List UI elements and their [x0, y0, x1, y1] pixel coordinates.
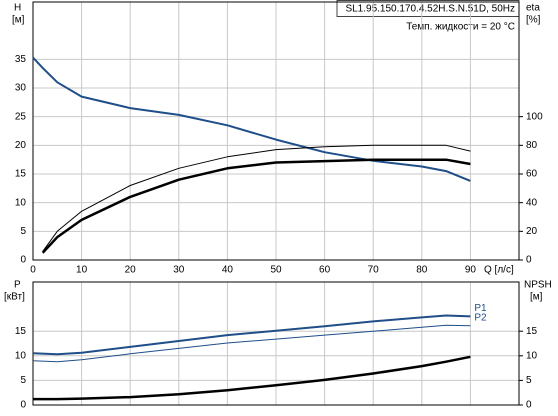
curve — [41, 158, 471, 254]
y-tick-label: 0 — [20, 255, 26, 266]
x-tick-label: 0 — [30, 265, 36, 276]
y-label: P — [14, 280, 21, 291]
y2-tick-label: 5 — [526, 375, 532, 386]
y-tick-label: 30 — [15, 83, 27, 94]
x-tick-label: 80 — [416, 265, 428, 276]
y2-tick-label: 10 — [526, 350, 538, 361]
y2-unit: [%] — [526, 15, 541, 26]
y2-tick-label: 20 — [526, 226, 538, 237]
plot-frame — [32, 281, 520, 406]
y2-tick-label: 60 — [526, 169, 538, 180]
curve — [32, 324, 471, 363]
y2-label: NPSH — [524, 280, 552, 291]
y-tick-label: 5 — [20, 375, 26, 386]
chart-title: SL1.95.150.170.4.52H.S.N.51D, 50Hz — [345, 4, 515, 15]
x-tick-label: 50 — [270, 265, 282, 276]
curve — [32, 56, 471, 182]
y2-tick-label: 15 — [526, 326, 538, 337]
y-label: H — [14, 3, 21, 14]
x-tick-label: 20 — [125, 265, 137, 276]
y-tick-label: 25 — [15, 111, 27, 122]
x-tick-label: 10 — [76, 265, 88, 276]
series-label: P1 — [474, 303, 487, 314]
y-tick-label: 0 — [20, 400, 26, 411]
y-unit: [м] — [12, 15, 25, 26]
x-tick-label: 40 — [222, 265, 234, 276]
y-tick-label: 10 — [15, 350, 27, 361]
x-tick-label: 70 — [368, 265, 380, 276]
y2-tick-label: 100 — [526, 111, 543, 122]
y2-tick-label: 0 — [526, 400, 532, 411]
curve — [42, 144, 471, 252]
y2-tick-label: 40 — [526, 197, 538, 208]
curve — [32, 314, 471, 356]
y2-label: eta — [526, 3, 540, 14]
y-unit: [кВт] — [4, 292, 25, 303]
y-tick-label: 10 — [15, 197, 27, 208]
y2-tick-label: 0 — [526, 255, 532, 266]
chart-subtitle: Темп. жидкости = 20 °C — [406, 22, 515, 33]
x-tick-label: 60 — [319, 265, 331, 276]
y-tick-label: 5 — [20, 226, 26, 237]
y2-unit: [м] — [530, 292, 543, 303]
y-tick-label: 20 — [15, 140, 27, 151]
y-tick-label: 15 — [15, 326, 27, 337]
x-tick-label: 30 — [173, 265, 185, 276]
series-label: P2 — [474, 312, 487, 323]
curve — [33, 355, 471, 401]
y-tick-label: 15 — [15, 169, 27, 180]
y2-tick-label: 80 — [526, 140, 538, 151]
x-tick-label: 90 — [465, 265, 477, 276]
plot-frame — [32, 1, 520, 261]
x-label: Q [л/с] — [484, 265, 514, 276]
y-tick-label: 35 — [15, 54, 27, 65]
